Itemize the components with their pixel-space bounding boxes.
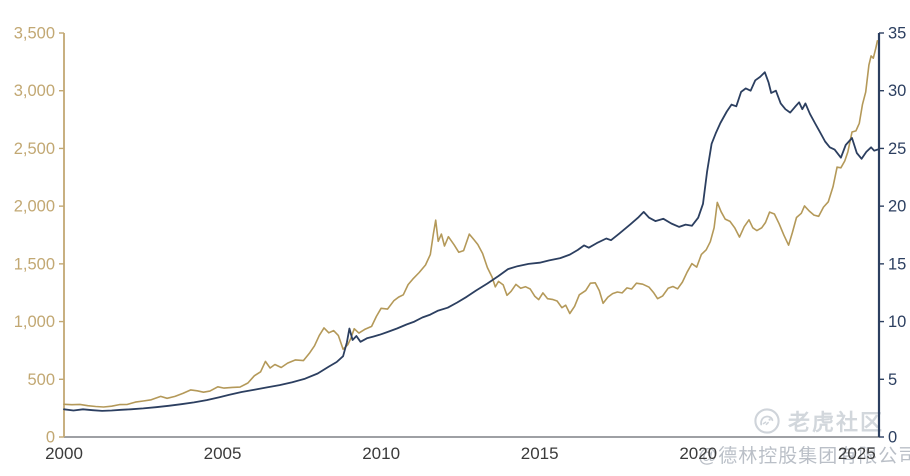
- x-axis-tick-label: 2000: [45, 444, 83, 463]
- x-axis-tick-label: 2010: [362, 444, 400, 463]
- left-axis-tick-label: 2,500: [14, 140, 55, 158]
- right-axis-tick-label: 0: [888, 429, 897, 447]
- x-axis-tick-label: 2020: [679, 444, 717, 463]
- gold-line: [63, 39, 879, 408]
- left-axis-tick-label: 3,500: [14, 25, 55, 43]
- x-axis-tick-label: 2015: [521, 444, 559, 463]
- right-axis-tick-label: 15: [888, 255, 906, 273]
- left-axis-tick-label: 3,000: [14, 82, 55, 100]
- left-axis-tick-label: 500: [27, 371, 55, 389]
- right-axis-tick-label: 10: [888, 313, 906, 331]
- dark-blue-line: [63, 71, 879, 412]
- x-axis-tick-label: 2025: [838, 444, 876, 463]
- left-axis-tick-label: 1,000: [14, 313, 55, 331]
- right-axis-tick-label: 5: [888, 371, 897, 389]
- right-axis-tick-label: 35: [888, 25, 906, 43]
- right-axis-tick-label: 25: [888, 140, 906, 158]
- left-axis-tick-label: 0: [46, 429, 55, 447]
- x-axis-tick-label: 2005: [204, 444, 242, 463]
- left-axis-tick-label: 1,500: [14, 255, 55, 273]
- right-axis-tick-label: 30: [888, 82, 906, 100]
- right-axis-tick-label: 20: [888, 198, 906, 216]
- left-axis-tick-label: 2,000: [14, 198, 55, 216]
